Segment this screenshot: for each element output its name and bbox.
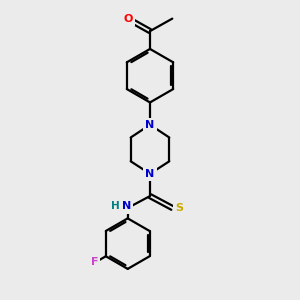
Text: N: N — [146, 169, 154, 179]
Text: O: O — [123, 14, 132, 24]
Text: H: H — [111, 202, 119, 212]
Text: N: N — [146, 120, 154, 130]
Text: F: F — [91, 257, 98, 267]
Text: S: S — [175, 203, 183, 213]
Text: N: N — [122, 202, 131, 212]
